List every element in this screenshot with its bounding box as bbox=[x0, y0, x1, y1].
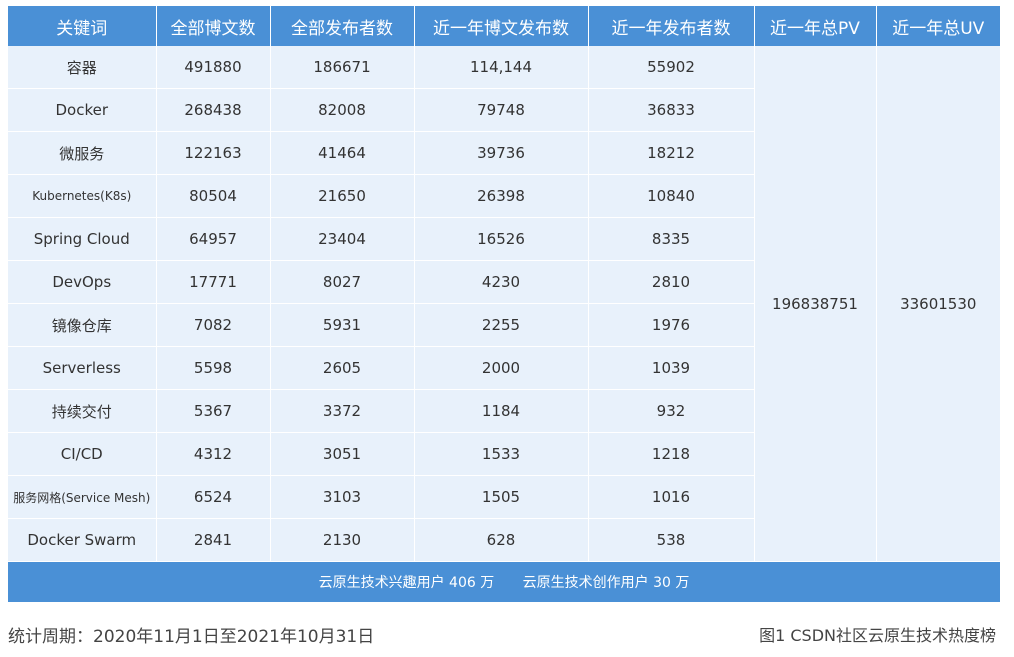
year-authors-cell: 2810 bbox=[588, 260, 755, 304]
total-posts-cell: 5367 bbox=[156, 389, 271, 433]
keyword-cell: 微服务 bbox=[8, 131, 157, 175]
creator-users-text: 云原生技术创作用户 30 万 bbox=[522, 575, 690, 591]
table-row: 服务网格(Service Mesh) 6524 3103 1505 1016 bbox=[8, 475, 1000, 519]
year-authors-cell: 1218 bbox=[588, 432, 755, 476]
year-uv-cell: 33601530 bbox=[876, 46, 1000, 562]
keyword-cell: 容器 bbox=[8, 46, 157, 89]
year-authors-cell: 1976 bbox=[588, 303, 755, 347]
keyword-cell: CI/CD bbox=[8, 432, 157, 476]
total-posts-cell: 122163 bbox=[156, 131, 271, 175]
keyword-cell: 服务网格(Service Mesh) bbox=[8, 475, 157, 519]
total-authors-cell: 23404 bbox=[270, 217, 415, 261]
total-posts-cell: 17771 bbox=[156, 260, 271, 304]
year-posts-cell: 2255 bbox=[414, 303, 589, 347]
stat-period-caption: 统计周期：2020年11月1日至2021年10月31日 bbox=[8, 627, 375, 647]
year-authors-cell: 55902 bbox=[588, 46, 755, 89]
keyword-cell: 镜像仓库 bbox=[8, 303, 157, 347]
keyword-cell: Docker Swarm bbox=[8, 518, 157, 562]
year-posts-cell: 4230 bbox=[414, 260, 589, 304]
footer-row: 云原生技术兴趣用户 406 万 云原生技术创作用户 30 万 bbox=[8, 561, 1000, 603]
total-posts-cell: 4312 bbox=[156, 432, 271, 476]
header-total-authors: 全部发布者数 bbox=[270, 6, 415, 46]
year-posts-cell: 16526 bbox=[414, 217, 589, 261]
keyword-cell: Serverless bbox=[8, 346, 157, 390]
total-posts-cell: 5598 bbox=[156, 346, 271, 390]
year-posts-cell: 79748 bbox=[414, 88, 589, 132]
table-row: 容器 491880 186671 114,144 55902 196838751 33601… bbox=[8, 46, 1000, 562]
table-row: Spring Cloud 64957 23404 16526 8335 bbox=[8, 217, 1000, 261]
keyword-cell: Docker bbox=[8, 88, 157, 132]
table-row: CI/CD 4312 3051 1533 1218 bbox=[8, 432, 1000, 476]
total-posts-cell: 2841 bbox=[156, 518, 271, 562]
total-authors-cell: 186671 bbox=[270, 46, 415, 89]
keyword-cell: DevOps bbox=[8, 260, 157, 304]
year-posts-cell: 628 bbox=[414, 518, 589, 562]
total-posts-cell: 268438 bbox=[156, 88, 271, 132]
table-row: 微服务 122163 41464 39736 18212 bbox=[8, 131, 1000, 175]
table-row: 持续交付 5367 3372 1184 932 bbox=[8, 389, 1000, 433]
year-pv-cell: 196838751 bbox=[754, 46, 877, 562]
table-row: DevOps 17771 8027 4230 2810 bbox=[8, 260, 1000, 304]
year-authors-cell: 18212 bbox=[588, 131, 755, 175]
year-posts-cell: 1505 bbox=[414, 475, 589, 519]
total-posts-cell: 491880 bbox=[156, 46, 271, 89]
year-posts-cell: 1533 bbox=[414, 432, 589, 476]
interest-users-text: 云原生技术兴趣用户 406 万 bbox=[318, 575, 495, 591]
year-posts-cell: 2000 bbox=[414, 346, 589, 390]
year-posts-cell: 39736 bbox=[414, 131, 589, 175]
footer-cell: 云原生技术兴趣用户 406 万 云原生技术创作用户 30 万 bbox=[8, 561, 1000, 603]
header-row: 关键词 全部博文数 全部发布者数 近一年博文发布数 近一年发布者数 近一年总PV… bbox=[8, 6, 1000, 46]
header-year-uv: 近一年总UV bbox=[876, 6, 1000, 46]
year-posts-cell: 1184 bbox=[414, 389, 589, 433]
header-year-posts: 近一年博文发布数 bbox=[414, 6, 589, 46]
year-posts-cell: 114,144 bbox=[414, 46, 589, 89]
year-authors-cell: 10840 bbox=[588, 174, 755, 218]
year-authors-cell: 932 bbox=[588, 389, 755, 433]
keyword-cell: Kubernetes(K8s) bbox=[8, 174, 157, 218]
year-authors-cell: 1016 bbox=[588, 475, 755, 519]
year-authors-cell: 8335 bbox=[588, 217, 755, 261]
table-row: Docker 268438 82008 79748 36833 bbox=[8, 88, 1000, 132]
total-posts-cell: 7082 bbox=[156, 303, 271, 347]
table-row: Docker Swarm 2841 2130 628 538 bbox=[8, 518, 1000, 562]
total-authors-cell: 3372 bbox=[270, 389, 415, 433]
year-authors-cell: 538 bbox=[588, 518, 755, 562]
total-posts-cell: 6524 bbox=[156, 475, 271, 519]
total-authors-cell: 2130 bbox=[270, 518, 415, 562]
total-authors-cell: 3103 bbox=[270, 475, 415, 519]
table-row: Serverless 5598 2605 2000 1039 bbox=[8, 346, 1000, 390]
figure-caption: 图1 CSDN社区云原生技术热度榜 bbox=[759, 626, 996, 645]
keyword-cell: Spring Cloud bbox=[8, 217, 157, 261]
year-authors-cell: 1039 bbox=[588, 346, 755, 390]
total-authors-cell: 2605 bbox=[270, 346, 415, 390]
header-year-pv: 近一年总PV bbox=[754, 6, 877, 46]
year-posts-cell: 26398 bbox=[414, 174, 589, 218]
total-authors-cell: 8027 bbox=[270, 260, 415, 304]
total-posts-cell: 64957 bbox=[156, 217, 271, 261]
table-row: Kubernetes(K8s) 80504 21650 26398 10840 bbox=[8, 174, 1000, 218]
table-row: 镜像仓库 7082 5931 2255 1976 bbox=[8, 303, 1000, 347]
total-authors-cell: 3051 bbox=[270, 432, 415, 476]
header-total-posts: 全部博文数 bbox=[156, 6, 271, 46]
header-keyword: 关键词 bbox=[8, 6, 157, 46]
keyword-cell: 持续交付 bbox=[8, 389, 157, 433]
total-authors-cell: 41464 bbox=[270, 131, 415, 175]
total-authors-cell: 21650 bbox=[270, 174, 415, 218]
total-authors-cell: 82008 bbox=[270, 88, 415, 132]
total-posts-cell: 80504 bbox=[156, 174, 271, 218]
total-authors-cell: 5931 bbox=[270, 303, 415, 347]
year-authors-cell: 36833 bbox=[588, 88, 755, 132]
header-year-authors: 近一年发布者数 bbox=[588, 6, 755, 46]
popularity-table: 关键词 全部博文数 全部发布者数 近一年博文发布数 近一年发布者数 近一年总PV… bbox=[8, 6, 1000, 603]
